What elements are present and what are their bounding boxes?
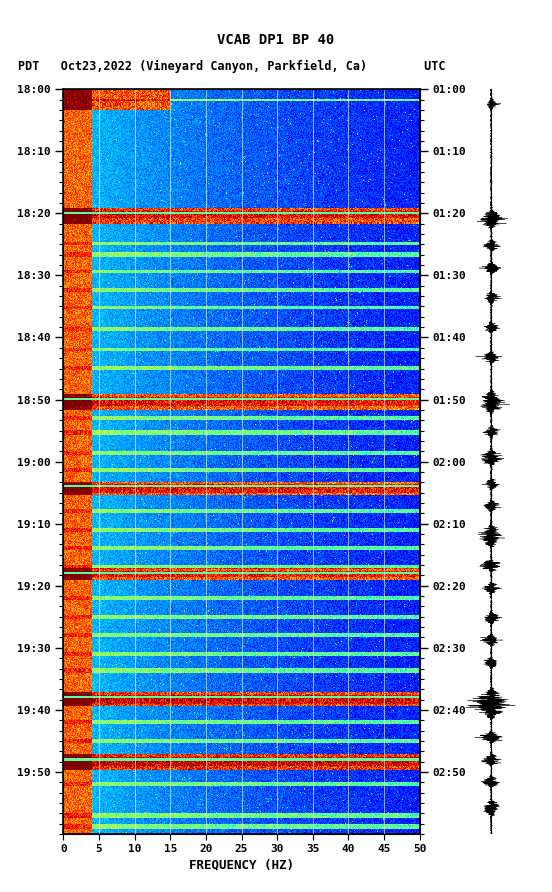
Text: VCAB DP1 BP 40: VCAB DP1 BP 40	[217, 33, 335, 47]
Text: PDT   Oct23,2022 (Vineyard Canyon, Parkfield, Ca)        UTC: PDT Oct23,2022 (Vineyard Canyon, Parkfie…	[18, 61, 445, 73]
X-axis label: FREQUENCY (HZ): FREQUENCY (HZ)	[189, 859, 294, 871]
